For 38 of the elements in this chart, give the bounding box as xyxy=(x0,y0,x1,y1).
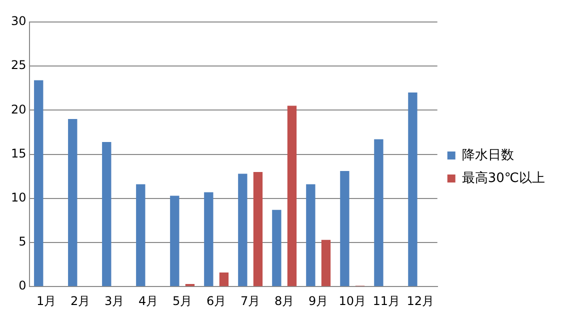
x-tick-label: 8月 xyxy=(274,294,294,308)
x-tick-label: 5月 xyxy=(172,294,192,308)
y-tick-label: 0 xyxy=(18,278,26,293)
bar xyxy=(374,139,384,286)
x-tick-label: 3月 xyxy=(104,294,124,308)
bar xyxy=(321,240,331,286)
y-tick-label: 30 xyxy=(10,14,26,28)
legend-label: 最高30℃以上 xyxy=(462,170,546,186)
bar xyxy=(238,174,248,286)
x-tick-label: 2月 xyxy=(70,294,90,308)
bar xyxy=(185,284,195,286)
bar xyxy=(136,184,146,286)
bar xyxy=(68,119,78,286)
x-tick-label: 4月 xyxy=(138,294,158,308)
bar xyxy=(102,142,112,286)
bar xyxy=(408,92,418,286)
x-tick-label: 11月 xyxy=(372,294,400,308)
bar xyxy=(340,171,350,286)
bar xyxy=(287,106,297,286)
y-tick-label: 25 xyxy=(10,58,26,72)
x-tick-label: 12月 xyxy=(406,294,434,308)
x-tick-label: 7月 xyxy=(240,294,260,308)
y-tick-label: 20 xyxy=(10,102,26,116)
legend-label: 降水日数 xyxy=(462,148,514,163)
x-tick-label: 6月 xyxy=(206,294,226,308)
bar xyxy=(34,80,44,286)
bar xyxy=(253,172,263,286)
y-tick-label: 15 xyxy=(10,146,26,160)
y-tick-label: 10 xyxy=(10,190,26,205)
bar xyxy=(219,272,229,286)
bar xyxy=(204,192,214,286)
x-tick-label: 1月 xyxy=(36,294,56,308)
bar xyxy=(170,196,180,286)
x-tick-label: 10月 xyxy=(338,294,366,308)
bar xyxy=(306,184,316,286)
x-tick-label: 9月 xyxy=(308,294,328,308)
y-tick-label: 5 xyxy=(18,234,26,249)
bar xyxy=(272,210,282,286)
